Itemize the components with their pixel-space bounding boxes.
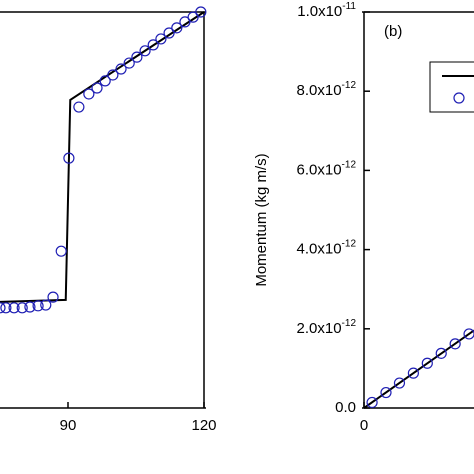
data-point: [163, 27, 175, 39]
data-point: [123, 57, 135, 69]
data-point: [380, 386, 392, 399]
data-point: [393, 377, 406, 389]
data-point: [40, 299, 52, 311]
tick-label-exponent: -11: [342, 1, 356, 12]
tick-label-exponent: -12: [342, 317, 357, 328]
y-tick-label: 1.0x10-11: [297, 1, 356, 20]
panel-label: (b): [384, 23, 402, 40]
y-tick-label: 4.0x10-12: [297, 238, 357, 257]
data-point: [435, 347, 447, 359]
y-axis-title: Momentum (kg m/s): [253, 153, 270, 286]
data-point: [47, 291, 59, 303]
tick-label-base: 8.0x10: [297, 82, 342, 99]
data-point: [139, 45, 151, 57]
data-point: [91, 82, 103, 94]
data-point: [16, 302, 28, 314]
y-tick-label: 8.0x10-12: [297, 80, 357, 99]
y-tick-label: 6.0x10-12: [297, 159, 357, 178]
x-tick-label: 90: [60, 417, 77, 434]
tick-label-exponent: -12: [342, 238, 357, 249]
tick-label-base: 6.0x10: [297, 161, 342, 178]
data-point: [187, 11, 199, 23]
data-point: [55, 245, 67, 257]
data-point: [179, 16, 191, 28]
data-point: [99, 75, 111, 87]
data-point: [421, 357, 433, 369]
data-point: [171, 22, 183, 34]
data-point: [115, 63, 127, 75]
data-point: [366, 396, 378, 409]
tick-label-base: 1.0x10: [297, 3, 342, 20]
data-point: [73, 101, 85, 113]
data-point: [0, 302, 12, 314]
x-tick-label: 120: [191, 417, 216, 434]
data-line: [0, 11, 205, 303]
data-point: [147, 39, 159, 51]
data-point: [107, 69, 119, 81]
tick-label-base: 0.0: [335, 399, 356, 416]
data-point: [0, 302, 6, 314]
tick-label-exponent: -12: [342, 159, 357, 170]
data-point: [463, 328, 474, 340]
tick-label-base: 2.0x10: [297, 320, 342, 337]
y-tick-label: 0.0: [335, 399, 356, 416]
data-point: [24, 301, 36, 313]
y-tick-label: 2.0x10-12: [297, 317, 357, 336]
data-point: [8, 302, 20, 314]
data-point: [407, 367, 419, 379]
legend-box: [429, 61, 474, 113]
tick-label-base: 4.0x10: [297, 241, 342, 258]
data-point: [449, 338, 461, 350]
data-point: [83, 88, 95, 100]
data-point: [155, 33, 167, 45]
tick-label-exponent: -12: [342, 80, 357, 91]
legend-marker: [453, 92, 465, 104]
x-tick-label: 0: [360, 417, 368, 434]
data-point: [195, 6, 207, 18]
data-point: [32, 300, 44, 312]
data-point: [63, 152, 75, 164]
data-point: [131, 51, 143, 63]
